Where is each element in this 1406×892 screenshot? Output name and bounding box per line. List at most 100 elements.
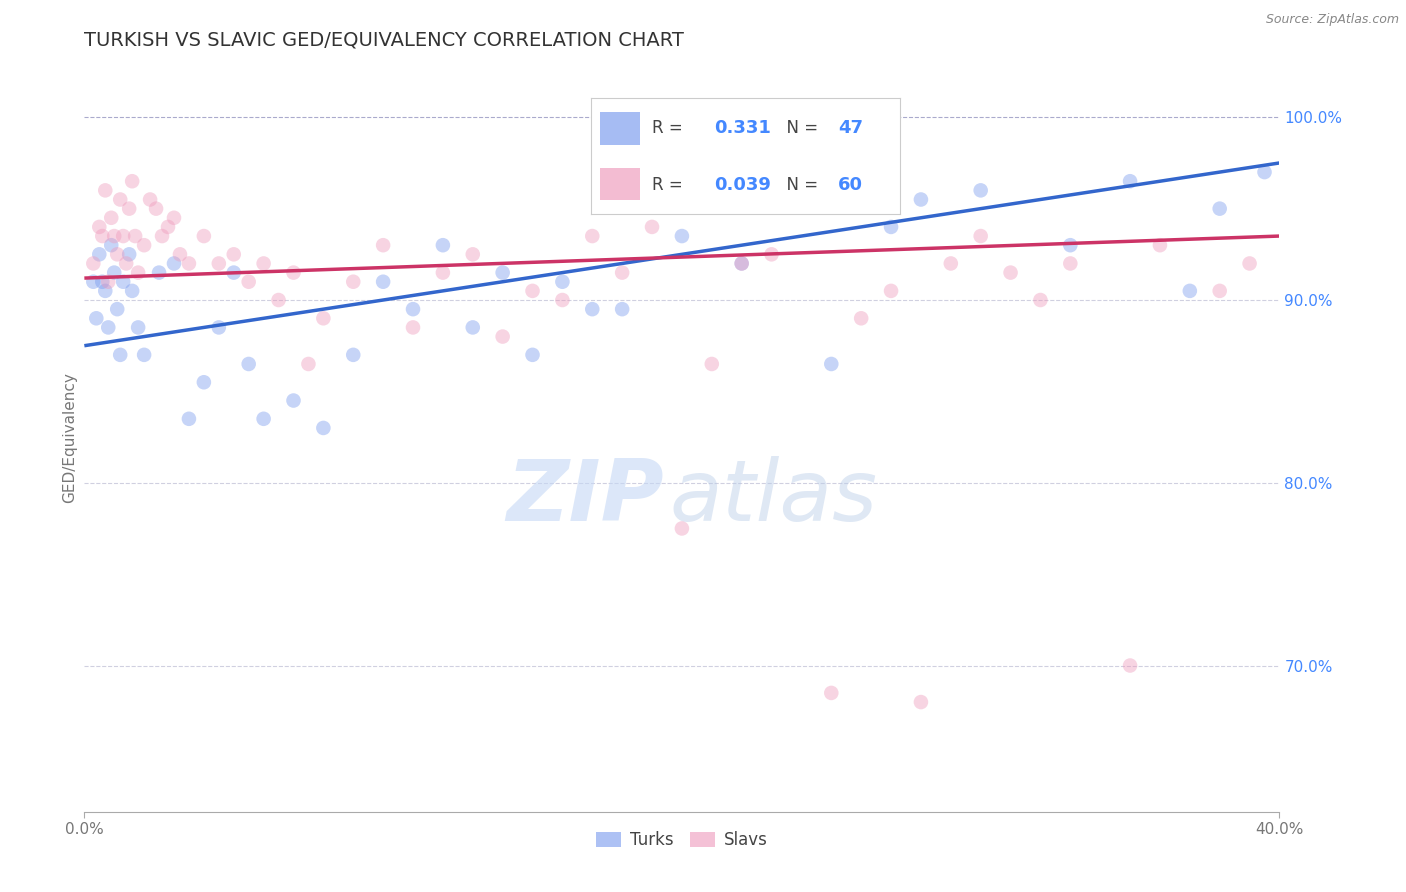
Point (761, 247, 783, 261)
Text: 0.331: 0.331 (714, 119, 770, 136)
Legend: Turks, Slavs: Turks, Slavs (591, 824, 773, 855)
Point (492, 329, 515, 343)
Point (100, 238, 122, 252)
Point (671, 229, 693, 244)
Point (1059, 238, 1081, 252)
Text: R =: R = (652, 176, 689, 194)
Point (91, 275, 114, 289)
Point (121, 174, 143, 188)
Point (94, 284, 117, 298)
Text: 0.039: 0.039 (714, 176, 770, 194)
Point (522, 284, 544, 298)
Point (492, 266, 515, 280)
Point (118, 247, 141, 261)
Point (118, 202, 141, 216)
Point (522, 348, 544, 362)
Point (671, 521, 693, 535)
Point (110, 348, 132, 362)
Bar (600, 112, 640, 145)
Point (86, 311, 108, 326)
Point (910, 193, 932, 207)
Point (297, 357, 319, 371)
Point (222, 266, 245, 280)
Point (132, 238, 156, 252)
Point (112, 275, 135, 289)
Point (103, 266, 125, 280)
Point (1178, 284, 1201, 298)
Point (432, 238, 454, 252)
Point (641, 219, 664, 234)
Point (1029, 293, 1052, 307)
Point (148, 266, 170, 280)
Point (373, 238, 395, 252)
Point (402, 302, 425, 317)
Point (208, 320, 231, 334)
Point (112, 229, 135, 244)
Point (312, 311, 335, 326)
Point (89, 247, 111, 261)
Point (700, 357, 723, 371)
Text: 47: 47 (838, 119, 863, 136)
Point (1239, 256, 1261, 270)
Point (253, 412, 276, 426)
Text: ZIP: ZIP (506, 456, 664, 539)
Point (461, 247, 484, 261)
Point (461, 320, 484, 334)
Point (193, 376, 215, 390)
Point (1149, 238, 1171, 252)
Point (283, 393, 305, 408)
Point (1253, 165, 1275, 179)
Point (82, 275, 104, 289)
Point (103, 229, 125, 244)
Point (110, 193, 132, 207)
Point (193, 229, 215, 244)
Point (105, 247, 128, 261)
Point (790, 193, 813, 207)
Point (373, 275, 395, 289)
Point (342, 348, 364, 362)
Point (1209, 202, 1232, 216)
Point (880, 284, 903, 298)
Text: N =: N = (776, 119, 824, 136)
Point (1000, 266, 1022, 280)
Point (115, 256, 138, 270)
Point (82, 256, 104, 270)
Point (124, 229, 146, 244)
Text: 60: 60 (838, 176, 863, 194)
Point (238, 275, 260, 289)
Point (581, 302, 603, 317)
Point (127, 266, 149, 280)
Text: Source: ZipAtlas.com: Source: ZipAtlas.com (1265, 13, 1399, 27)
Point (169, 247, 191, 261)
Point (139, 193, 162, 207)
Point (432, 266, 454, 280)
Point (97, 320, 120, 334)
Point (1119, 658, 1142, 673)
Point (970, 229, 993, 244)
Point (402, 320, 425, 334)
Point (910, 695, 932, 709)
Point (97, 275, 120, 289)
Point (100, 211, 122, 225)
Text: N =: N = (776, 176, 824, 194)
Point (127, 320, 149, 334)
Point (970, 183, 993, 197)
Point (731, 256, 754, 270)
Point (267, 293, 290, 307)
Point (145, 202, 167, 216)
Point (283, 266, 305, 280)
Point (89, 219, 111, 234)
Point (1209, 284, 1232, 298)
Point (581, 229, 603, 244)
Point (150, 229, 173, 244)
Point (121, 284, 143, 298)
Point (1059, 256, 1081, 270)
Y-axis label: GED/Equivalency: GED/Equivalency (62, 372, 77, 502)
Point (91, 229, 114, 244)
Point (94, 183, 117, 197)
Point (238, 357, 260, 371)
Point (177, 412, 200, 426)
Text: TURKISH VS SLAVIC GED/EQUIVALENCY CORRELATION CHART: TURKISH VS SLAVIC GED/EQUIVALENCY CORREL… (84, 30, 685, 50)
Point (208, 256, 231, 270)
Point (1119, 174, 1142, 188)
